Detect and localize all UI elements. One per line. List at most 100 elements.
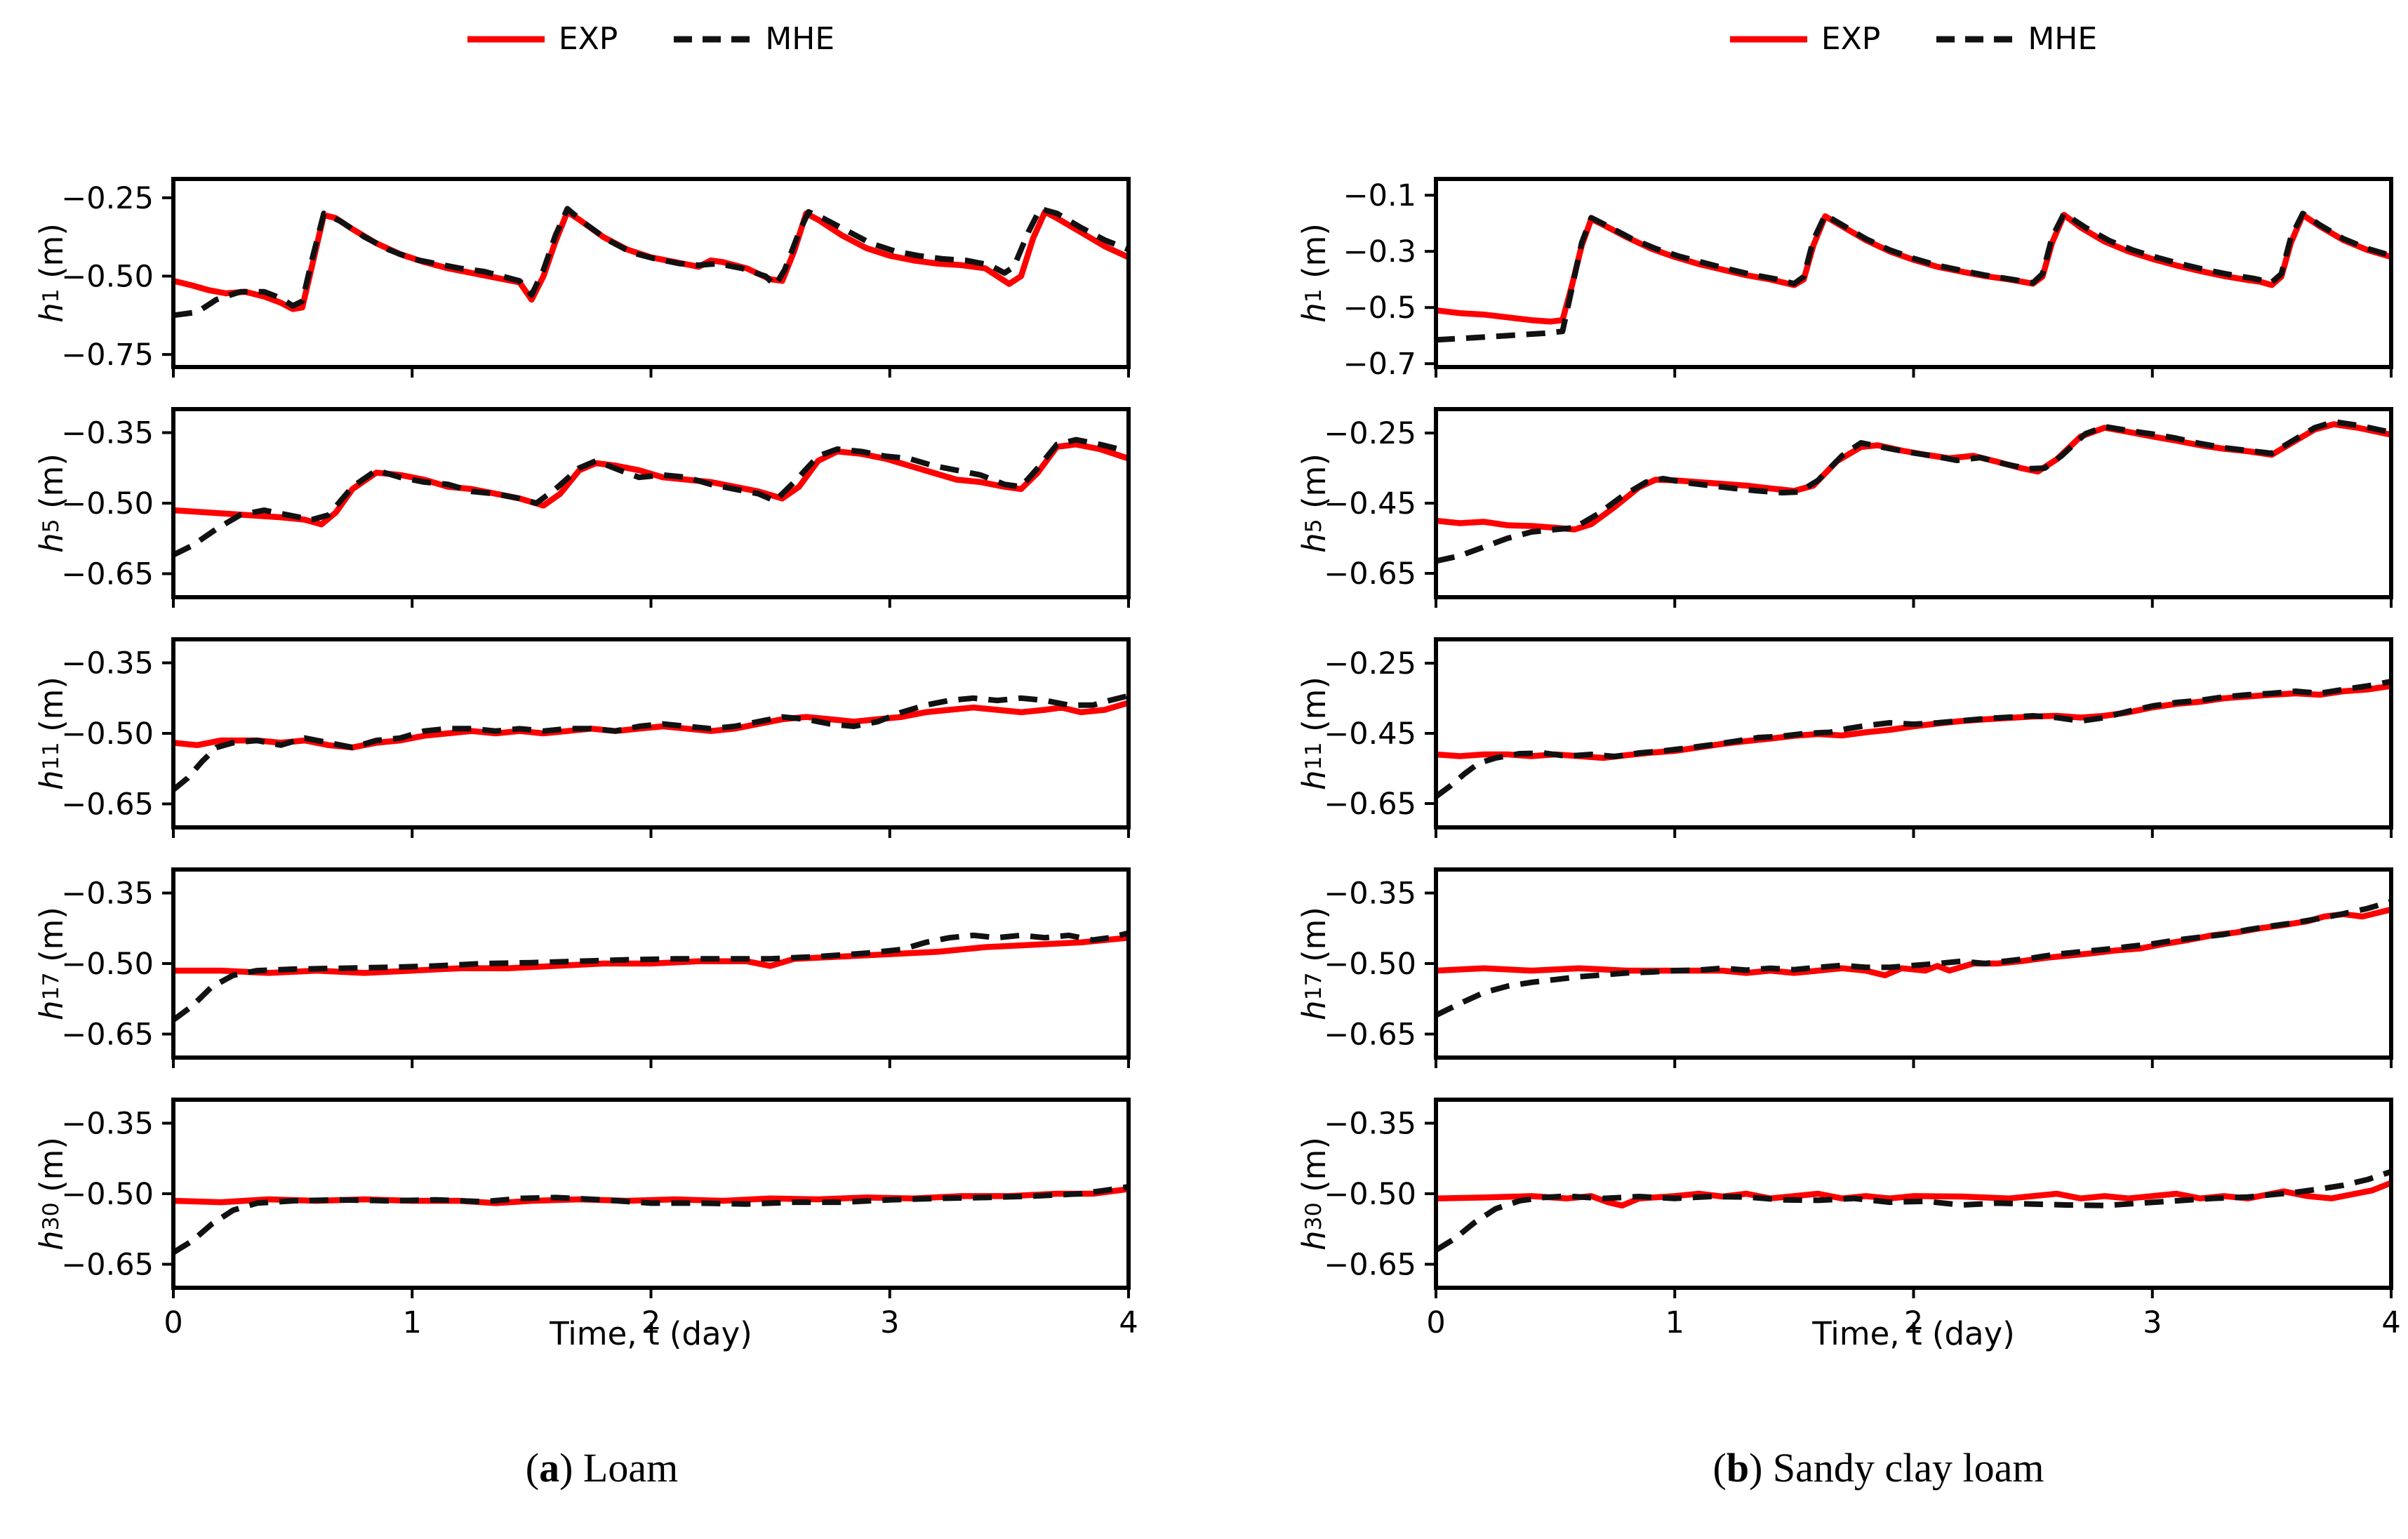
y-tick-label: −0.50 (61, 259, 154, 294)
legend-item-mhe: MHE (1936, 21, 2097, 57)
y-tick-label: −0.65 (61, 557, 154, 592)
mhe-line-sample (1936, 36, 2014, 42)
y-tick-label: −0.35 (1324, 877, 1416, 912)
y-tick-label: −0.50 (1324, 1177, 1416, 1212)
mhe-line (173, 930, 1129, 1022)
plot-frame (1434, 637, 2393, 830)
subplot-b-h1: −0.1 −0.3 −0.5 −0.7 (1343, 177, 2393, 382)
mhe-line (173, 437, 1129, 558)
mhe-line (1436, 898, 2391, 1018)
y-tick-label: −0.50 (61, 486, 154, 521)
y-axis-label-b-h17: h 17 (m) (1295, 907, 1333, 1020)
legend-label-exp: EXP (558, 21, 618, 57)
plot-frame (171, 407, 1131, 599)
exp-line (1436, 211, 2391, 325)
plot-frame (171, 637, 1131, 830)
y-tick-label: −0.5 (1343, 291, 1416, 326)
y-tick-label: −0.50 (1324, 947, 1416, 982)
legend-label-exp: EXP (1821, 21, 1881, 57)
x-tick-label: 4 (2381, 1305, 2400, 1340)
subplot-a-h5: −0.35 −0.50 −0.65 (61, 407, 1131, 608)
subplot-b-h30: −0.35 −0.50 −0.65 0 1 2 3 4 (1324, 1098, 2401, 1340)
y-tick-label: −0.50 (61, 1177, 154, 1212)
caption-text-b: Sandy clay loam (1772, 1445, 2044, 1491)
mhe-line (1436, 679, 2391, 799)
plot-frame (171, 177, 1131, 369)
x-tick-label: 2 (641, 1305, 660, 1340)
y-tick-label: −0.50 (61, 947, 154, 982)
y-tick-label: −0.75 (61, 338, 154, 373)
legend-label-mhe: MHE (2028, 21, 2098, 57)
plot-frame (171, 867, 1131, 1060)
x-axis-title-a: Time, t (day) (550, 1315, 752, 1352)
y-tick-label: −0.1 (1343, 178, 1416, 213)
subplot-a-h17: −0.35 −0.50 −0.65 (61, 867, 1131, 1068)
plot-frame (1434, 177, 2393, 369)
mhe-line (173, 1184, 1129, 1255)
subplot-a-h1: −0.25 −0.50 −0.75 (61, 177, 1131, 378)
caption-panel-a: (a) Loam (525, 1445, 679, 1491)
y-tick-label: −0.65 (61, 1018, 154, 1053)
y-tick-label: −0.65 (61, 787, 154, 822)
plot-frame (1434, 867, 2393, 1060)
legend-panel-a: EXP MHE (173, 21, 1129, 57)
y-tick-label: −0.35 (61, 646, 154, 681)
mhe-line (1436, 1168, 2391, 1253)
caption-letter-a: a (539, 1445, 560, 1491)
exp-line-sample (1729, 36, 1807, 42)
y-tick-label: −0.35 (61, 416, 154, 451)
x-tick-label: 1 (1665, 1305, 1684, 1340)
x-axis-title-b: Time, t (day) (1812, 1315, 2015, 1352)
y-axis-label-b-h30: h 30 (m) (1295, 1137, 1333, 1251)
plot-frame (171, 1098, 1131, 1290)
legend-panel-b: EXP MHE (1436, 21, 2391, 57)
legend-item-exp: EXP (467, 21, 618, 57)
y-tick-label: −0.3 (1343, 234, 1416, 269)
x-tick-label: 1 (403, 1305, 422, 1340)
y-tick-label: −0.45 (1324, 486, 1416, 521)
subplot-b-h5: −0.25 −0.45 −0.65 (1324, 407, 2393, 608)
x-tick-label: 3 (880, 1305, 899, 1340)
y-axis-label-b-h11: h 11 (m) (1295, 677, 1333, 790)
exp-line (1436, 421, 2391, 533)
x-tick-label: 0 (1426, 1305, 1445, 1340)
y-tick-label: −0.25 (61, 181, 154, 216)
exp-line (173, 934, 1129, 976)
legend-label-mhe: MHE (765, 21, 835, 57)
y-tick-label: −0.25 (1324, 416, 1416, 451)
y-tick-label: −0.35 (61, 1107, 154, 1142)
y-tick-label: −0.45 (1324, 717, 1416, 752)
y-tick-label: −0.7 (1343, 347, 1416, 382)
y-tick-label: −0.65 (1324, 557, 1416, 592)
caption-letter-b: b (1726, 1445, 1750, 1491)
y-tick-label: −0.35 (1324, 1107, 1416, 1142)
mhe-line (173, 693, 1129, 792)
subplot-a-h30: −0.35 −0.50 −0.65 0 1 2 3 4 (61, 1098, 1138, 1340)
subplot-b-h11: −0.25 −0.45 −0.65 (1324, 637, 2393, 838)
x-tick-label: 2 (1904, 1305, 1923, 1340)
y-axis-label-a-h17: h 17 (m) (32, 907, 70, 1020)
x-tick-label: 3 (2143, 1305, 2162, 1340)
y-tick-label: −0.65 (1324, 1018, 1416, 1053)
y-tick-label: −0.35 (61, 877, 154, 912)
plot-frame (1434, 1098, 2393, 1290)
y-tick-label: −0.65 (1324, 787, 1416, 822)
y-axis-label-a-h30: h 30 (m) (32, 1137, 70, 1251)
y-tick-label: −0.65 (61, 1248, 154, 1283)
y-tick-label: −0.65 (1324, 1248, 1416, 1283)
legend-item-exp: EXP (1729, 21, 1881, 57)
mhe-line-sample (674, 36, 752, 42)
x-tick-label: 0 (164, 1305, 182, 1340)
y-axis-label-a-h11: h 11 (m) (32, 677, 70, 790)
mhe-line (1436, 419, 2391, 564)
legend-item-mhe: MHE (674, 21, 834, 57)
caption-panel-b: (b) Sandy clay loam (1712, 1445, 2044, 1491)
plot-frame (1434, 407, 2393, 599)
exp-line-sample (467, 36, 545, 42)
exp-line (173, 441, 1129, 528)
